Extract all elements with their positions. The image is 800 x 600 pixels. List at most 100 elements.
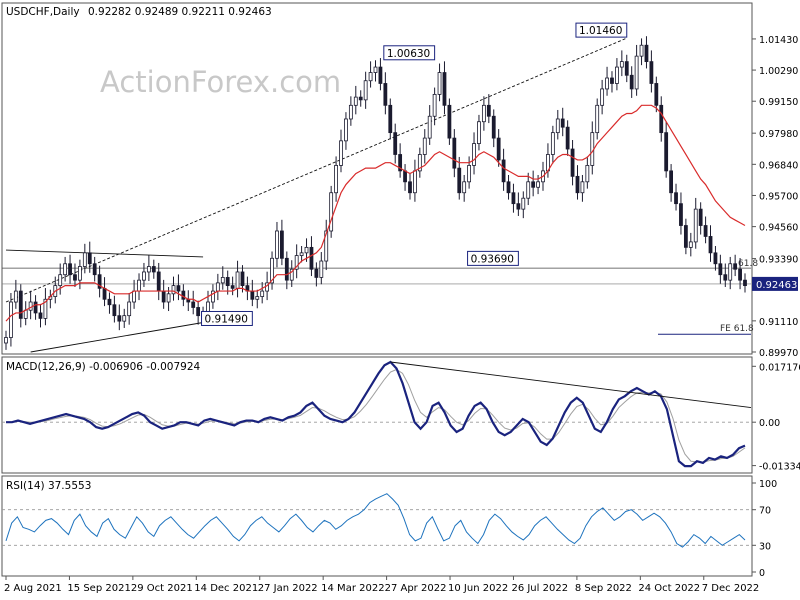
price-tick-label: 0.93390 (759, 255, 798, 266)
candle-body (462, 181, 467, 194)
price-tick-label: 0.94560 (759, 223, 798, 234)
candle (481, 96, 486, 131)
candle-body (595, 104, 600, 134)
macd-layer (2, 360, 752, 468)
candle-body (211, 290, 215, 303)
candle (477, 114, 481, 151)
candle (674, 183, 678, 211)
candle-body (279, 230, 284, 259)
candle (679, 192, 683, 235)
moving-average-line (5, 104, 746, 322)
macd-line (6, 360, 746, 468)
candle (63, 256, 68, 282)
candle (289, 260, 294, 287)
candle-body (659, 104, 664, 134)
candle-body (161, 290, 166, 303)
candle (92, 256, 97, 282)
candle-body (353, 96, 358, 106)
candle-body (299, 252, 304, 256)
candle-body (388, 104, 393, 134)
candle-body (181, 290, 186, 300)
candle-body (383, 83, 388, 106)
candle-body (9, 301, 13, 338)
candle-body (13, 290, 18, 303)
rsi-tick-label: 30 (759, 541, 771, 552)
candle-body (422, 137, 427, 155)
candle (728, 256, 733, 290)
candle-body (398, 154, 403, 172)
candle-body (531, 181, 536, 188)
candle (698, 202, 703, 235)
candle-body (250, 290, 255, 300)
candle-body (516, 203, 521, 210)
candle (107, 292, 112, 314)
candle (334, 156, 338, 202)
swing_low-label: 0.91490 (201, 310, 253, 326)
candle-body (683, 225, 688, 248)
candle (255, 289, 260, 309)
candle-body (511, 192, 516, 205)
candle (703, 216, 708, 244)
candle (457, 156, 462, 200)
candle-body (235, 271, 240, 289)
candle-body (344, 118, 348, 142)
watermark: ActionForex.com (100, 65, 341, 99)
candle (708, 225, 713, 262)
candle (388, 98, 393, 140)
candle (58, 263, 63, 295)
candle-body (728, 263, 733, 281)
candle-body (624, 61, 629, 76)
candle (78, 259, 82, 290)
fib-level-label: 61.8 (738, 259, 758, 269)
candle-body (230, 285, 235, 289)
candle-body (171, 285, 176, 295)
candle (299, 246, 304, 263)
candle (284, 251, 289, 290)
price-tick-label: 1.01430 (759, 35, 798, 46)
candle (526, 172, 531, 206)
candle (319, 252, 324, 285)
price-tag-bg (752, 276, 798, 291)
candle-body (92, 263, 97, 276)
candle (733, 254, 738, 277)
candle-body (78, 266, 82, 281)
candle (68, 254, 72, 284)
candle (38, 303, 43, 328)
candle-body (33, 301, 38, 314)
axis-layer: 1.01430 1.00290 0.99150 0.97980 0.96840 0.957… (4, 35, 800, 594)
candle (550, 125, 555, 164)
candle (73, 263, 77, 287)
candle-body (654, 83, 659, 106)
candle (570, 140, 575, 186)
candle-body (610, 77, 614, 84)
candle-body (447, 104, 452, 139)
label-text: 0.93690 (471, 253, 514, 265)
candle-body (713, 252, 718, 265)
candle-body (703, 225, 708, 237)
candle-body (240, 271, 245, 287)
time-tick-label: 26 Jul 2022 (511, 583, 568, 594)
candle (600, 79, 605, 115)
candle (329, 185, 334, 238)
candle-body (679, 203, 683, 226)
candle (294, 244, 299, 279)
candle (127, 292, 132, 325)
candle-body (408, 181, 412, 194)
candle (575, 165, 580, 200)
symbol-label: USDCHF,Daily (6, 6, 80, 18)
candle-body (117, 315, 122, 322)
candle-body (501, 159, 506, 183)
candle (151, 259, 156, 279)
candle-body (142, 271, 146, 281)
candle-body (521, 197, 526, 210)
candle-body (639, 44, 644, 57)
candle-body (472, 143, 476, 166)
candle-body (575, 175, 580, 194)
candle (605, 66, 609, 96)
candle-body (275, 230, 279, 259)
candle-body (304, 246, 309, 254)
candle (43, 288, 48, 326)
time-tick-label: 14 Mar 2022 (321, 583, 384, 594)
candle-body (102, 287, 107, 300)
price-tick-label: 0.89970 (759, 348, 798, 359)
